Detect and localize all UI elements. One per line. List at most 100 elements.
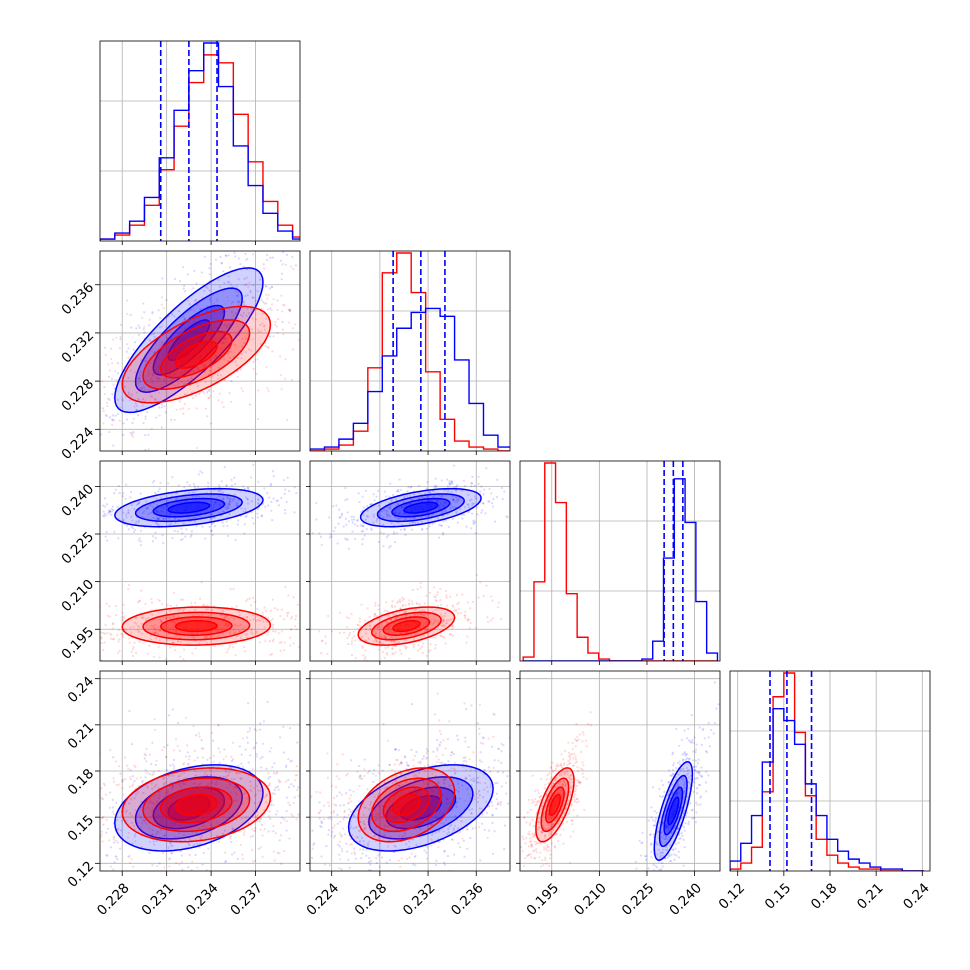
sample-point xyxy=(343,273,345,275)
sample-point xyxy=(314,774,316,776)
sample-point xyxy=(312,312,314,314)
sample-point xyxy=(240,818,243,821)
sample-point xyxy=(76,612,78,614)
sample-point xyxy=(171,537,174,540)
sample-point xyxy=(454,489,458,492)
sample-point xyxy=(395,636,398,639)
sample-point xyxy=(272,335,275,338)
sample-point xyxy=(180,860,184,864)
sample-point xyxy=(375,495,378,498)
sample-point xyxy=(158,406,161,409)
sample-point xyxy=(114,488,117,491)
sample-point xyxy=(101,816,104,819)
sample-point xyxy=(237,771,240,774)
sample-point xyxy=(296,603,299,606)
sample-point xyxy=(238,624,241,627)
sample-point xyxy=(200,782,203,785)
sample-point xyxy=(230,400,233,403)
sample-point xyxy=(140,826,143,829)
sample-point xyxy=(426,756,429,759)
sample-point xyxy=(71,535,73,537)
sample-point xyxy=(226,280,230,283)
sample-point xyxy=(231,285,234,288)
sample-point xyxy=(288,308,292,312)
sample-point xyxy=(41,835,43,837)
sample-point xyxy=(384,636,388,640)
sample-point xyxy=(292,901,294,903)
sample-point xyxy=(147,369,150,372)
sample-point xyxy=(228,323,231,326)
sample-point xyxy=(161,851,165,854)
sample-point xyxy=(195,446,198,450)
sample-point xyxy=(182,781,185,784)
sample-point xyxy=(272,830,275,833)
sample-point xyxy=(441,813,444,816)
sample-point xyxy=(481,502,485,505)
sample-point xyxy=(112,838,116,841)
sample-point xyxy=(242,833,246,836)
sample-point xyxy=(327,229,329,231)
sample-point xyxy=(418,820,421,823)
sample-point xyxy=(394,651,397,654)
sample-point xyxy=(289,644,292,647)
sample-point xyxy=(193,491,196,494)
sample-point xyxy=(153,627,157,630)
sample-point xyxy=(332,529,335,533)
sample-point xyxy=(329,815,332,819)
sample-point xyxy=(110,377,114,380)
sample-point xyxy=(505,792,508,795)
sample-point xyxy=(511,484,513,486)
sample-point xyxy=(101,797,104,801)
sample-point xyxy=(187,300,190,303)
sample-point xyxy=(129,431,132,434)
sample-point xyxy=(256,328,259,332)
sample-point xyxy=(126,299,129,302)
sample-point xyxy=(461,513,464,516)
sample-point xyxy=(106,539,109,542)
sample-point xyxy=(69,771,71,773)
sample-point xyxy=(281,320,284,323)
sample-point xyxy=(239,843,242,846)
sample-point xyxy=(399,517,402,520)
sample-point xyxy=(203,255,206,258)
sample-point xyxy=(385,536,389,539)
sample-point xyxy=(412,637,415,640)
sample-point xyxy=(107,509,111,512)
sample-point xyxy=(428,491,431,494)
sample-point xyxy=(128,641,131,644)
sample-point xyxy=(272,475,275,478)
sample-point xyxy=(210,328,213,331)
sample-point xyxy=(442,503,445,507)
sample-point xyxy=(446,513,449,516)
sample-point xyxy=(253,829,257,832)
sample-point xyxy=(55,804,57,806)
sample-point xyxy=(128,861,132,865)
sample-point xyxy=(250,921,252,923)
sample-point xyxy=(30,525,32,527)
sample-point xyxy=(212,508,215,511)
sample-point xyxy=(152,814,155,817)
sample-point xyxy=(180,527,183,530)
sample-point xyxy=(92,797,94,799)
sample-point xyxy=(338,508,341,511)
sample-point xyxy=(491,599,494,602)
sample-point xyxy=(124,396,127,399)
sample-point xyxy=(329,533,332,536)
sample-point xyxy=(253,728,256,731)
sample-point xyxy=(234,360,237,363)
sample-point xyxy=(270,286,274,289)
sample-point xyxy=(157,309,160,312)
sample-point xyxy=(246,498,249,501)
sample-point xyxy=(454,876,456,878)
sample-point xyxy=(143,311,146,314)
sample-point xyxy=(83,841,85,843)
sample-point xyxy=(403,830,407,833)
sample-point xyxy=(251,767,254,771)
sample-point xyxy=(192,370,196,373)
sample-point xyxy=(234,631,237,634)
sample-point xyxy=(128,854,131,857)
sample-point xyxy=(222,832,225,835)
sample-point xyxy=(492,498,495,501)
sample-point xyxy=(265,609,268,613)
sample-point xyxy=(384,824,387,827)
